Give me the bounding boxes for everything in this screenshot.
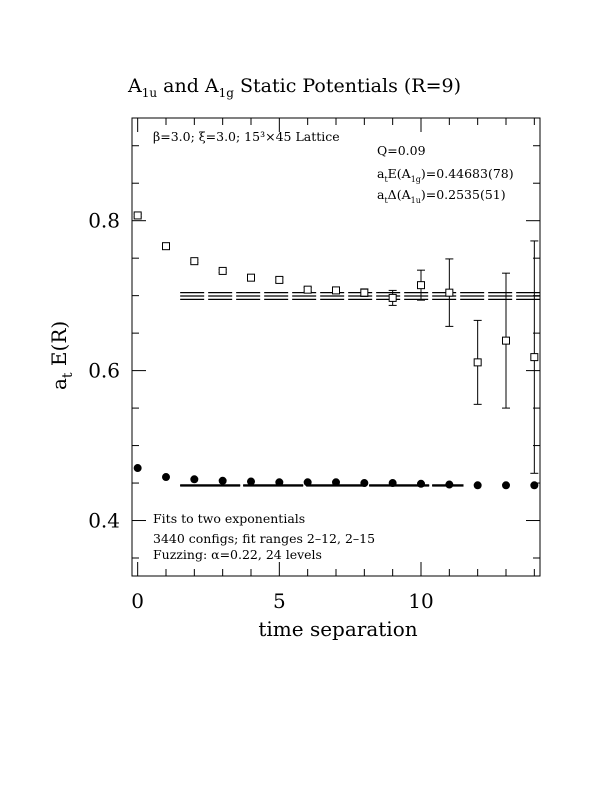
- a1u-point: [190, 257, 199, 266]
- a1g-point: [133, 464, 142, 473]
- y-tick-label: 0.6: [88, 359, 120, 383]
- a1g-point: [247, 477, 255, 486]
- a1u-point: [247, 273, 255, 282]
- a1g-point: [162, 473, 170, 482]
- a1u-point: [218, 266, 227, 275]
- q-value: Q=0.09: [377, 143, 426, 158]
- x-tick-label: 5: [273, 589, 286, 613]
- a1g-point: [417, 479, 425, 488]
- a1g-point: [303, 478, 312, 487]
- a1g-point: [332, 478, 340, 487]
- x-axis-label: time separation: [258, 617, 417, 641]
- y-tick-label: 0.8: [88, 209, 120, 233]
- lattice-info: β=3.0; ξ=3.0; 15³×45 Lattice: [153, 129, 340, 144]
- note-fits: Fits to two exponentials: [153, 511, 305, 526]
- a1u-point: [388, 293, 397, 302]
- note-fuzzing: Fuzzing: α=0.22, 24 levels: [153, 547, 322, 562]
- gap-a1u: atΔ(A1u)=0.2535(51): [377, 187, 506, 205]
- a1u-point: [332, 286, 340, 295]
- a1u-point: [162, 242, 170, 251]
- a1u-point: [133, 211, 142, 220]
- y-axis-label: at E(R): [47, 321, 76, 390]
- a1u-point: [360, 288, 369, 297]
- a1u-point: [445, 288, 454, 297]
- a1u-point: [502, 336, 510, 345]
- tick-labels: 0 5 10 0.4 0.6 0.8: [88, 209, 434, 613]
- a1u-point: [303, 285, 312, 294]
- a1u-point: [530, 353, 539, 362]
- data-markers: [133, 211, 539, 490]
- a1g-point: [530, 481, 539, 490]
- x-tick-label: 0: [131, 589, 144, 613]
- a1g-point: [473, 481, 482, 490]
- a1u-point: [417, 281, 425, 290]
- energy-a1g: atE(A1g)=0.44683(78): [377, 166, 514, 184]
- a1g-point: [388, 479, 397, 488]
- a1g-point: [445, 480, 454, 489]
- x-tick-label: 10: [408, 589, 433, 613]
- a1g-point: [275, 478, 284, 487]
- note-configs: 3440 configs; fit ranges 2–12, 2–15: [153, 531, 375, 546]
- chart-title: A1u and A1g Static Potentials (R=9): [127, 75, 461, 100]
- a1u-point: [473, 358, 482, 367]
- a1g-point: [218, 476, 227, 485]
- fit-bands: [180, 292, 540, 487]
- a1g-point: [502, 481, 510, 490]
- y-tick-label: 0.4: [88, 509, 120, 533]
- a1g-point: [360, 479, 369, 488]
- a1g-point: [190, 475, 199, 484]
- a1u-point: [275, 275, 284, 284]
